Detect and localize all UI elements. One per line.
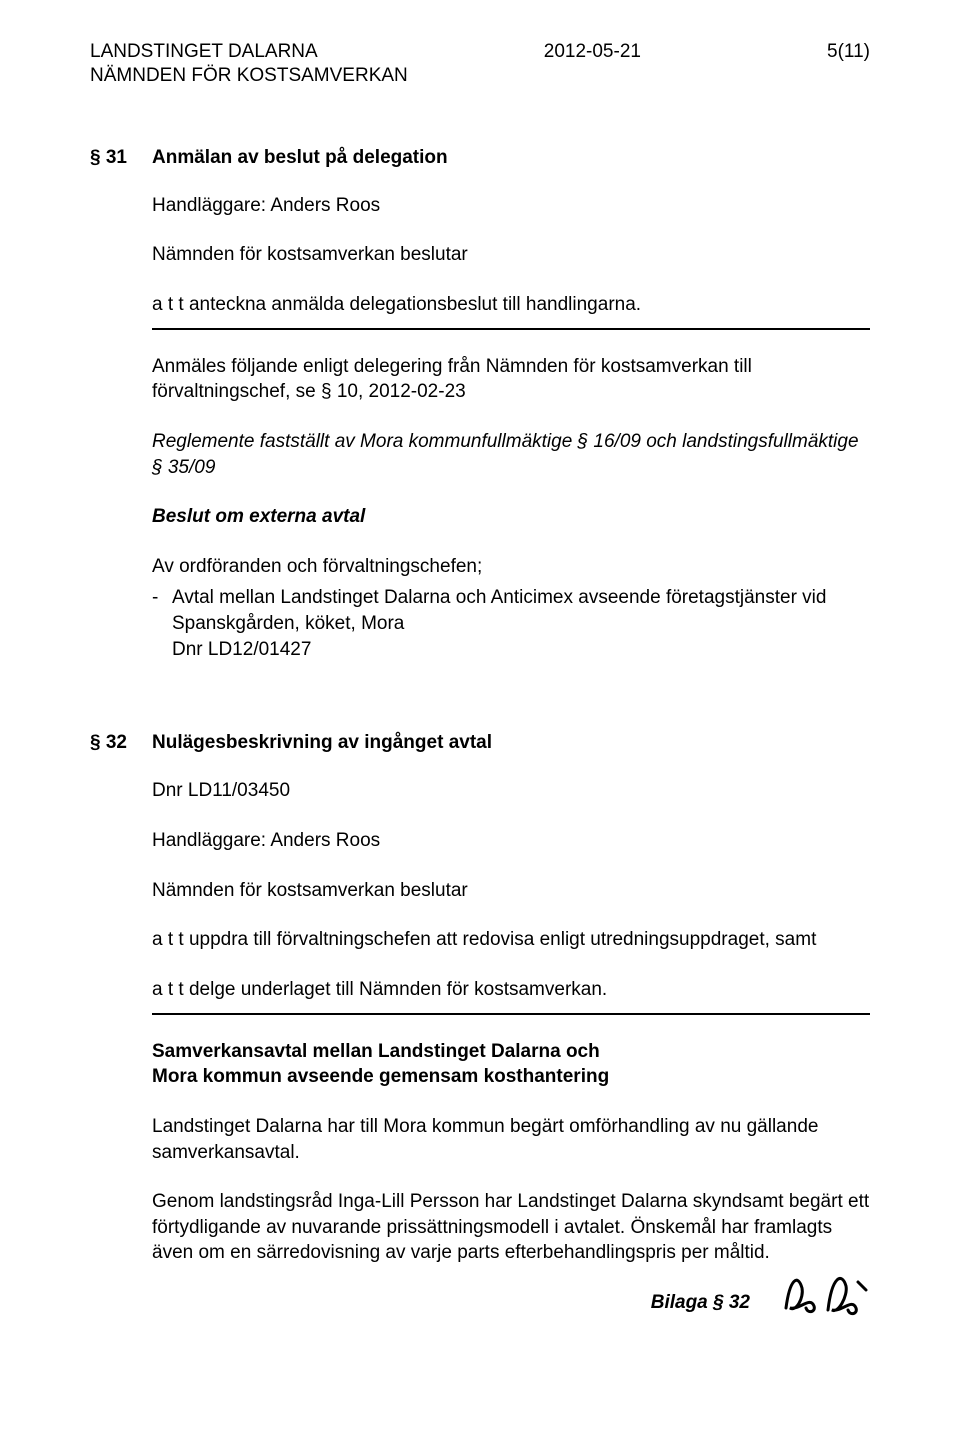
s31-reglemente: Reglemente fastställt av Mora kommunfull… [152,429,870,480]
bullet-dash-icon: - [152,585,172,662]
section-32-body: Dnr LD11/03450 Handläggare: Anders Roos … [152,778,870,1316]
header-page-number: 5(11) [827,40,870,65]
s32-handlaggare: Handläggare: Anders Roos [152,828,870,854]
page: LANDSTINGET DALARNA 2012-05-21 5(11) NÄM… [0,0,960,1456]
signature-icon [780,1268,870,1316]
header-org-line2: NÄMNDEN FÖR KOSTSAMVERKAN [90,65,870,87]
s32-samverkan-title-line2: Mora kommun avseende gemensam kosthanter… [152,1066,609,1087]
s32-att2: a t t delge underlaget till Nämnden för … [152,977,870,1003]
s32-p2: Genom landstingsråd Inga-Lill Persson ha… [152,1189,870,1266]
s31-handlaggare: Handläggare: Anders Roos [152,193,870,219]
section-32-heading: § 32 Nulägesbeskrivning av ingånget avta… [90,732,870,754]
s31-av-ordf: Av ordföranden och förvaltningschefen; [152,554,870,580]
s31-att1: a t t anteckna anmälda delegationsbeslut… [152,292,870,318]
bilaga-row: Bilaga § 32 [152,1268,870,1316]
s31-bullet-1-text: Avtal mellan Landstinget Dalarna och Ant… [172,585,870,662]
s32-dnr: Dnr LD11/03450 [152,778,870,804]
divider-rule [152,1013,870,1015]
s31-bullet-1-dnr: Dnr LD12/01427 [172,639,311,660]
section-31-title: Anmälan av beslut på delegation [152,147,448,169]
section-31-body: Handläggare: Anders Roos Nämnden för kos… [152,193,870,663]
s31-bullet-1: - Avtal mellan Landstinget Dalarna och A… [152,585,870,662]
divider-rule [152,328,870,330]
bilaga-label: Bilaga § 32 [651,1290,750,1316]
s31-bullet-1-line: Avtal mellan Landstinget Dalarna och Ant… [172,587,826,634]
s32-samverkan-title: Samverkansavtal mellan Landstinget Dalar… [152,1039,870,1090]
s32-p1: Landstinget Dalarna har till Mora kommun… [152,1114,870,1165]
section-32-title: Nulägesbeskrivning av ingånget avtal [152,732,492,754]
s31-beslut-externa: Beslut om externa avtal [152,504,870,530]
header-org-line1: LANDSTINGET DALARNA [90,40,318,65]
header-date: 2012-05-21 [544,40,641,65]
s32-att1: a t t uppdra till förvaltningschefen att… [152,927,870,953]
section-31-heading: § 31 Anmälan av beslut på delegation [90,147,870,169]
section-32-number: § 32 [90,732,152,754]
s32-samverkan-title-line1: Samverkansavtal mellan Landstinget Dalar… [152,1041,600,1062]
s31-beslutar: Nämnden för kostsamverkan beslutar [152,242,870,268]
s32-beslutar: Nämnden för kostsamverkan beslutar [152,878,870,904]
section-31-number: § 31 [90,147,152,169]
page-header: LANDSTINGET DALARNA 2012-05-21 5(11) [90,40,870,65]
s31-anmales: Anmäles följande enligt delegering från … [152,354,870,405]
